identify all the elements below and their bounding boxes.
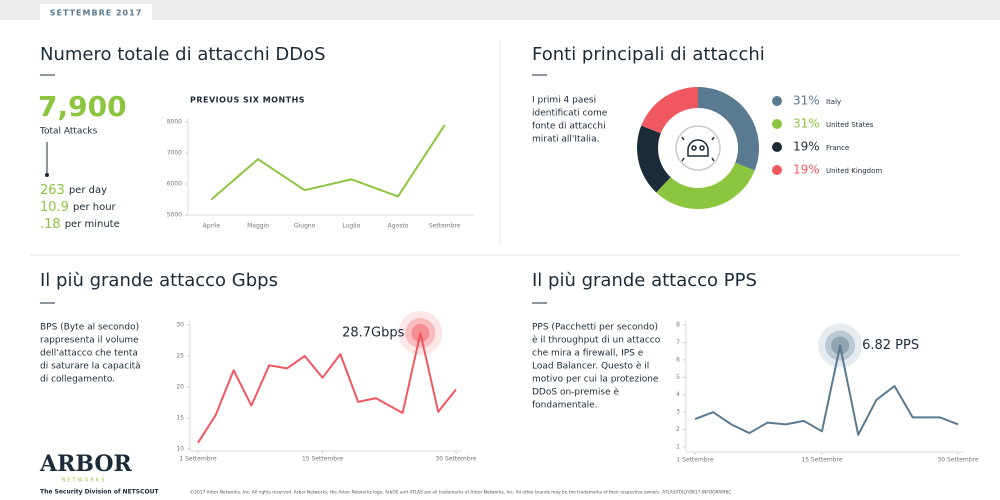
legal: ©2017 Arbor Networks, Inc. All rights re… [190,489,731,496]
panel-title: Il più grande attacco Gbps [40,270,278,291]
rate-unit: per hour [73,202,117,213]
description: Load Balancer. Questo è il [532,361,649,372]
donut-segment [656,162,755,210]
rate-unit: per minute [65,219,120,230]
description: BPS (Byte al secondo) [40,323,139,333]
legend-swatch [772,119,782,129]
rate-value: .18 [40,217,61,232]
description: che mira a firewall, IPS e [532,349,644,359]
series-line [694,344,959,436]
description: PPS (Pacchetti per secondo) [532,323,658,333]
rate: 263 per day [40,183,107,198]
legend-label: United States [826,121,874,129]
rate-value: 10.9 [40,200,69,215]
legend-label: France [826,144,849,152]
top-bar [0,0,1000,20]
y-tick-label: 2 [676,426,680,433]
series-line [210,124,446,201]
y-tick-label: 4 [676,391,680,398]
x-tick-label: Maggio [247,223,269,230]
panel-title: Numero totale di attacchi DDoS [40,44,326,65]
rate: 10.9 per hour [40,200,117,215]
y-tick-label: 15 [176,415,184,422]
description: fondamentale. [532,401,598,411]
description: I primi 4 paesi [532,96,596,106]
y-tick-label: 1 [676,444,680,451]
date: SETTEMBRE 2017 [50,9,143,18]
description: mirati all'Italia. [532,135,599,145]
y-tick-label: 8000 [167,119,182,126]
donut-segment [641,87,698,134]
description: fonte di attacchi [532,122,606,132]
donut-segment [698,87,759,171]
logo: ARBOR [39,451,133,477]
y-tick-label: 8 [676,322,680,329]
y-tick-label: 5 [676,374,680,381]
x-tick-label: 30 Settembre [435,456,476,463]
logo-sub: NETWORKS [62,478,107,484]
description: rappresenta il volume [40,336,139,346]
y-tick-label: 5000 [167,212,182,219]
total: 7,900 [38,90,127,123]
panel-title: Il più grande attacco PPS [532,270,757,291]
legend-swatch [772,142,782,152]
connector-dot [45,173,49,177]
x-tick-label: 30 Settembre [937,457,978,464]
legend-label: Italy [826,98,841,106]
panel-title: Fonti principali di attacchi [532,44,765,65]
x-tick-label: Settembre [429,223,461,230]
x-tick-label: Aprile [203,223,221,230]
y-tick-label: 10 [176,446,184,453]
x-tick-label: Agosto [388,223,409,230]
chart-title: PREVIOUS SIX MONTHS [190,96,305,105]
value-label: 19% [793,163,820,177]
y-tick-label: 7000 [167,150,182,157]
description: motivo per cui la protezione [532,375,659,385]
description: di saturare la capacità [40,362,141,372]
description: DDoS on-premise è [532,387,620,398]
donut-segment [636,125,671,193]
legend-swatch [772,165,782,175]
value-label: 19% [793,140,820,154]
description: è il throughput di un attacco [532,335,661,346]
total-label: Total Attacks [39,127,98,137]
x-tick-label: 1 Settembre [676,457,714,464]
y-tick-label: 30 [176,322,184,329]
y-tick-label: 25 [176,353,184,360]
y-tick-label: 6 [676,356,680,363]
rate: .18 per minute [40,217,120,232]
y-tick-label: 6000 [167,181,182,188]
description: dell'attacco che tenta [40,349,138,359]
annotation: 28.7Gbps [342,326,405,341]
rate-value: 263 [40,183,65,198]
date-tab [40,4,152,22]
x-tick-label: 15 Settembre [302,456,343,463]
x-tick-label: 1 Settembre [179,456,217,463]
value-label: 31% [793,94,820,108]
x-tick-label: Luglio [342,223,360,230]
description: di collegamento. [40,375,115,385]
x-tick-label: 15 Settembre [801,457,842,464]
y-tick-label: 3 [676,409,680,416]
y-tick-label: 20 [176,384,184,391]
rate-unit: per day [69,185,107,196]
y-tick-label: 7 [676,339,680,346]
value-label: 31% [793,117,820,131]
skull-icon [675,125,721,171]
division: The Security Division of NETSCOUT [40,489,159,496]
series-line [197,332,457,444]
legend-label: United Kingdom [826,167,882,175]
x-tick-label: Giugno [294,223,316,230]
description: identificati come [532,109,608,119]
annotation: 6.82 PPS [862,338,919,353]
legend-swatch [772,96,782,106]
